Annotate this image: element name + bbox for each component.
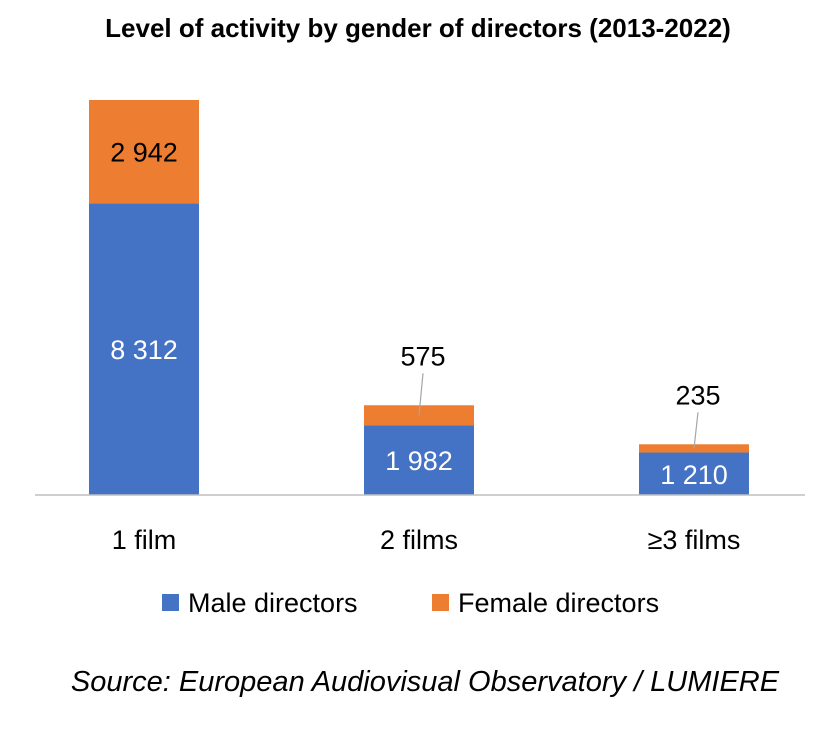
legend-swatch-male <box>162 594 179 611</box>
male-data-label-1: 8 312 <box>110 335 178 365</box>
female-data-label-1: 2 942 <box>110 138 178 168</box>
leader-line-3 <box>693 412 699 449</box>
male-bar-1 <box>89 203 199 495</box>
chart-title: Level of activity by gender of directors… <box>105 13 731 43</box>
category-label-3: ≥3 films <box>648 525 741 555</box>
male-data-label-2: 1 982 <box>385 446 453 476</box>
category-label-2: 2 films <box>380 525 458 555</box>
legend-label-female: Female directors <box>458 588 659 618</box>
bars-group: 8 312 2 942 1 film 1 982 575 2 films 1 210 235 ≥… <box>89 100 749 555</box>
leader-line-2 <box>418 373 424 416</box>
male-bar-3 <box>639 452 749 495</box>
male-bar-2 <box>364 425 474 495</box>
legend: Male directors Female directors <box>162 588 659 618</box>
male-data-label-3: 1 210 <box>660 460 728 490</box>
female-data-label-3: 235 <box>675 380 720 410</box>
source-note: Source: European Audiovisual Observatory… <box>71 666 780 698</box>
female-bar-1 <box>89 100 199 204</box>
legend-swatch-female <box>432 594 449 611</box>
female-data-label-2: 575 <box>400 341 445 371</box>
legend-label-male: Male directors <box>188 588 358 618</box>
category-label-1: 1 film <box>112 525 177 555</box>
